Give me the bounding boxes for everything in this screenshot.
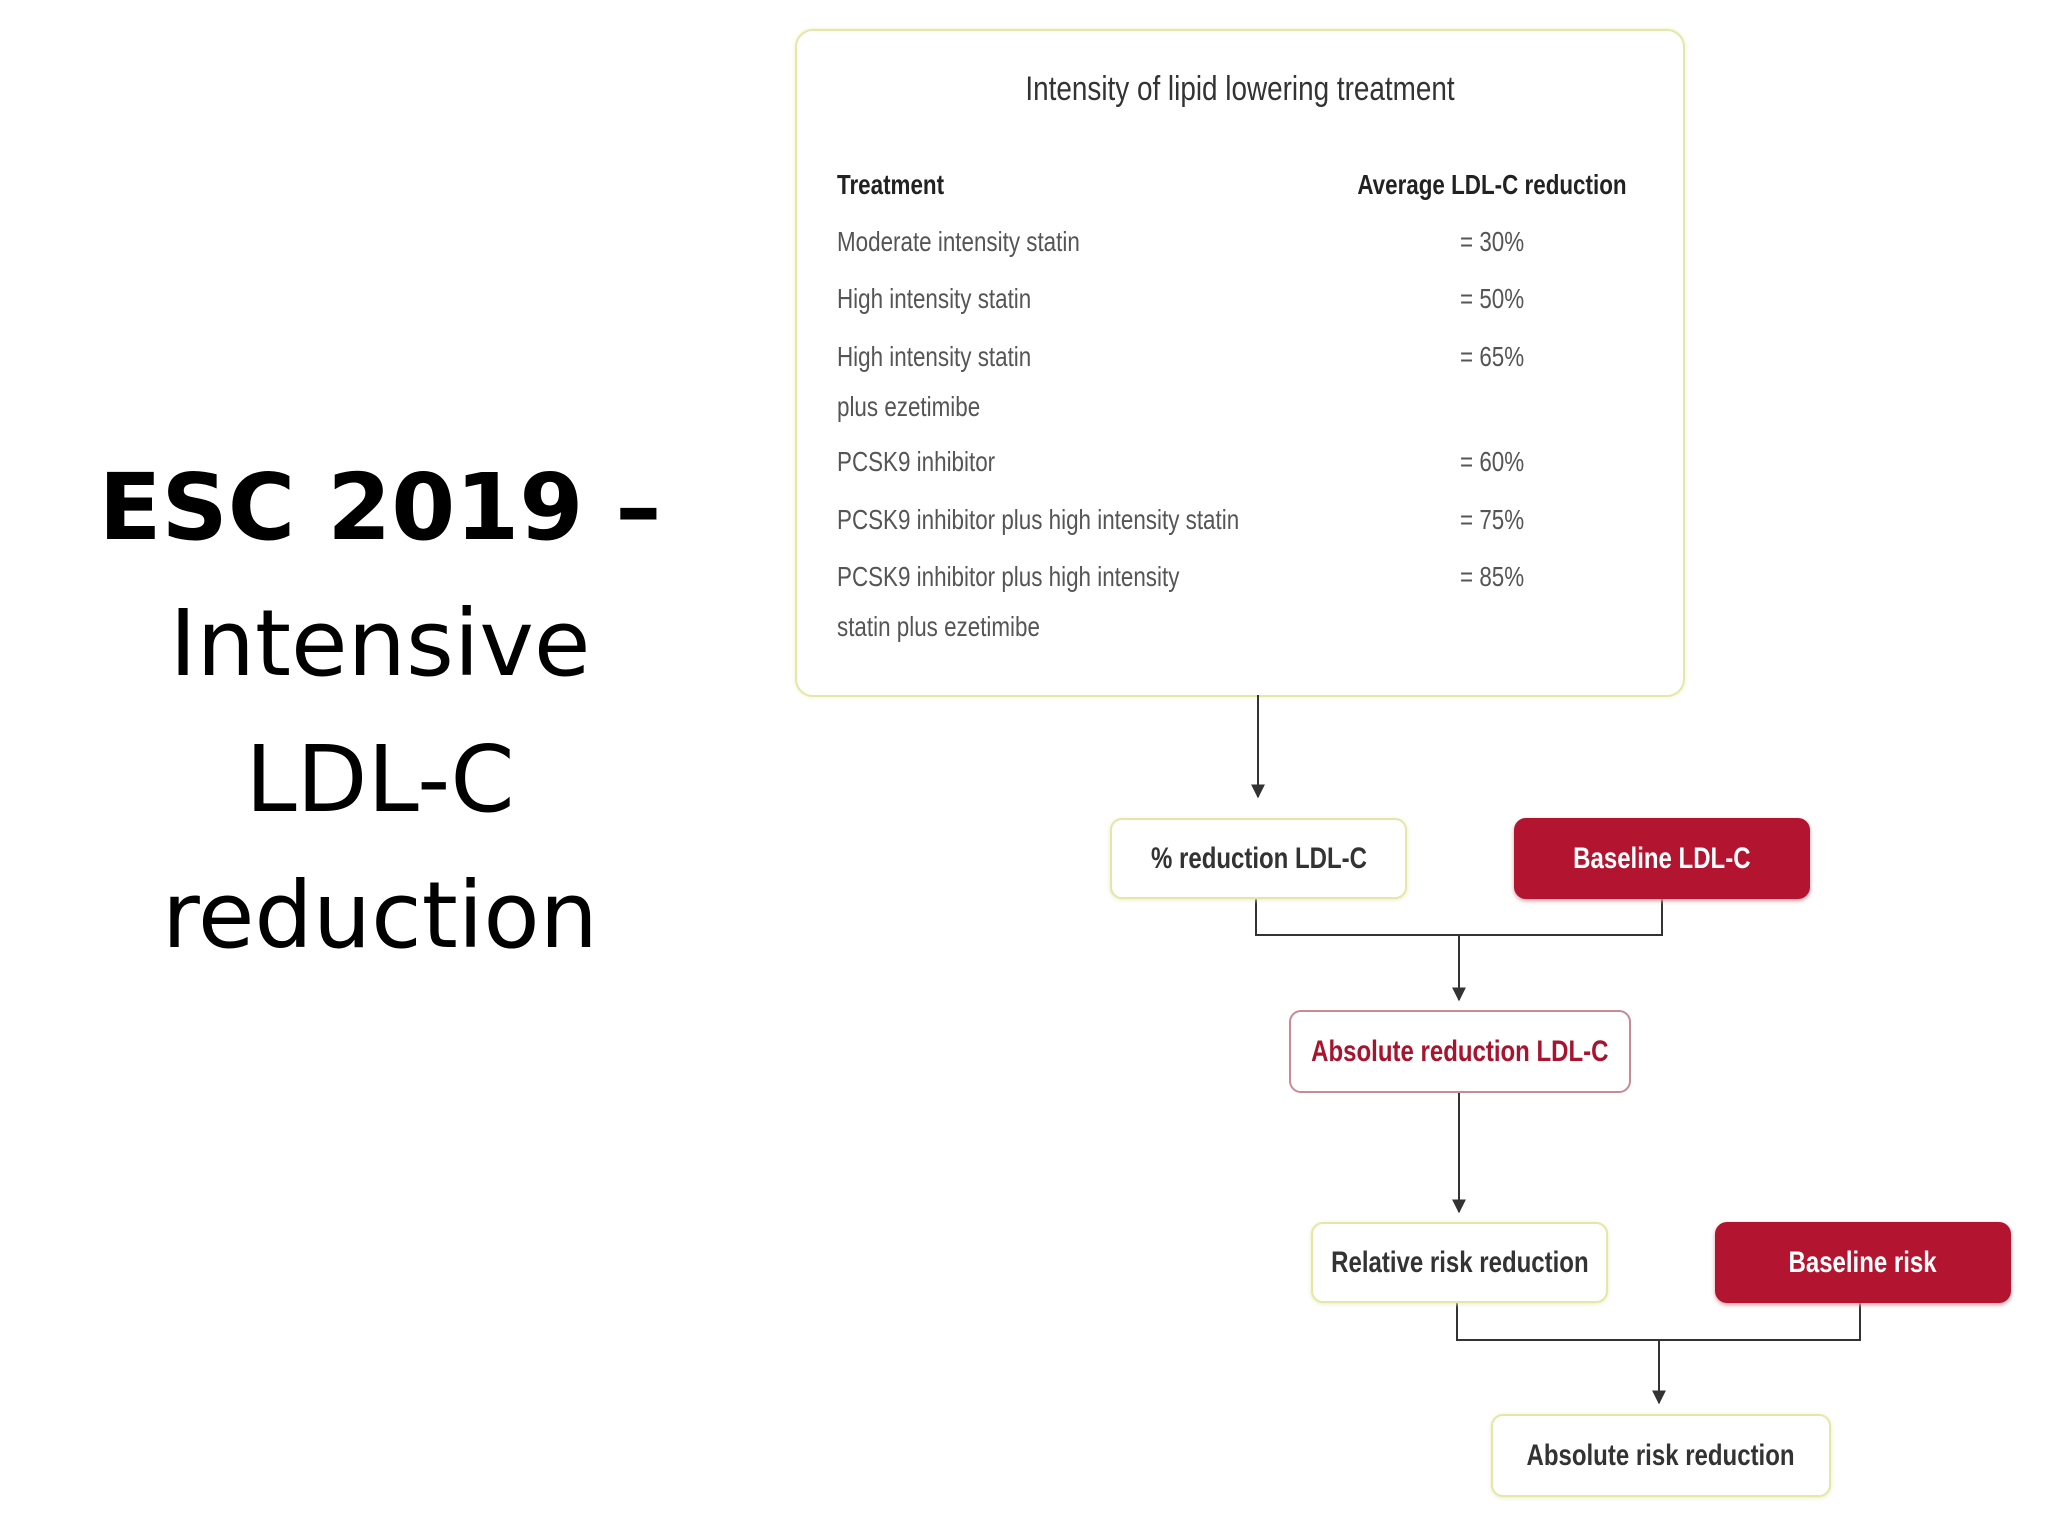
treatment: Moderate intensity statin: [837, 226, 1080, 257]
treatment: PCSK9 inhibitor plus high intensity stat…: [837, 561, 1180, 642]
flow-node: Baseline LDL-C: [1514, 818, 1810, 899]
flow-node: Absolute reduction LDL-C: [1289, 1010, 1631, 1093]
slide-title: ESC 2019 – Intensive LDL-C reduction: [60, 440, 700, 984]
ldl-reduction: = 50%: [1459, 283, 1524, 314]
node-label: Baseline LDL-C: [1573, 841, 1751, 875]
ldl-reduction: = 60%: [1459, 446, 1524, 477]
node-label: Absolute reduction LDL-C: [1311, 1034, 1609, 1068]
flow-node: Relative risk reduction: [1311, 1222, 1608, 1303]
flow-node: Baseline risk: [1715, 1222, 2011, 1303]
title-bold: ESC 2019 –: [98, 454, 662, 561]
node-label: % reduction LDL-C: [1150, 841, 1367, 875]
node-label: Baseline risk: [1788, 1245, 1938, 1279]
connector: [1255, 899, 1663, 936]
treatment: PCSK9 inhibitor: [837, 446, 996, 477]
table-box: [795, 29, 1685, 697]
ldl-reduction: = 85%: [1459, 561, 1524, 592]
ldl-reduction: = 75%: [1459, 504, 1524, 535]
title-rest: Intensive LDL-C reduction: [162, 590, 598, 969]
table-header: Treatment: [837, 169, 945, 200]
table-header: Average LDL-C reduction: [1357, 169, 1627, 200]
treatment: High intensity statin plus ezetimibe: [837, 341, 1032, 422]
ldl-reduction: = 30%: [1459, 226, 1524, 257]
flow-node: Absolute risk reduction: [1491, 1414, 1831, 1497]
node-label: Absolute risk reduction: [1526, 1438, 1796, 1472]
table-title: Intensity of lipid lowering treatment: [1025, 70, 1455, 108]
node-label: Relative risk reduction: [1330, 1245, 1589, 1279]
treatment: PCSK9 inhibitor plus high intensity stat…: [837, 504, 1240, 535]
treatment: High intensity statin: [837, 283, 1032, 314]
connector: [1456, 1303, 1861, 1341]
flow-node: % reduction LDL-C: [1110, 818, 1407, 899]
ldl-reduction: = 65%: [1459, 341, 1524, 372]
